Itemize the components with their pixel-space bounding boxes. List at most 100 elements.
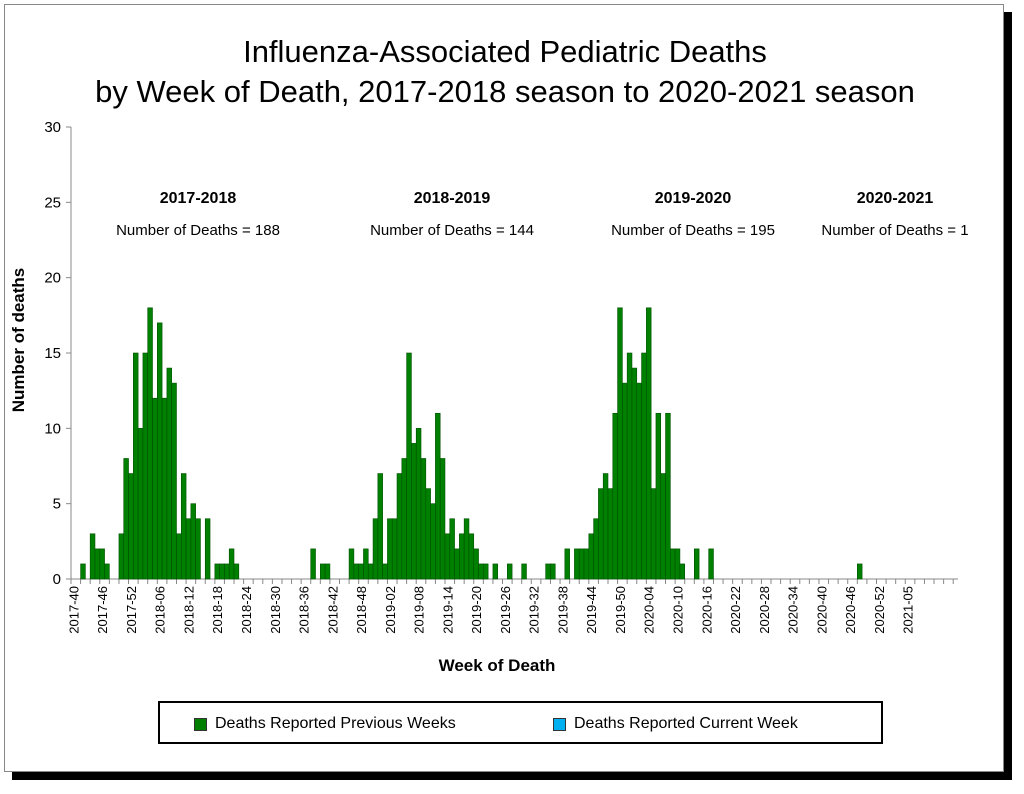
bar xyxy=(492,563,499,580)
bar xyxy=(693,548,700,580)
season-label: 2020-2021 xyxy=(857,190,934,207)
x-axis: 2017-40 2017-46 2017-52 2018-06 2018-12 2018-… xyxy=(66,578,958,634)
legend-label-previous: Deaths Reported Previous Weeks xyxy=(215,715,456,732)
bar xyxy=(602,473,609,580)
bar xyxy=(396,473,403,580)
bar xyxy=(598,488,604,580)
bar xyxy=(708,548,714,580)
x-tick-label: 2017-52 xyxy=(124,586,139,634)
y-tick-label: 15 xyxy=(44,345,61,362)
bar xyxy=(204,518,211,580)
bar xyxy=(454,548,460,580)
bar xyxy=(593,518,599,580)
x-tick-label: 2020-46 xyxy=(843,586,858,634)
bar xyxy=(387,518,393,580)
bar xyxy=(459,533,465,580)
bar xyxy=(545,563,551,580)
legend-label-current: Deaths Reported Current Week xyxy=(574,715,798,732)
season-death-count: Number of Deaths = 188 xyxy=(116,222,280,239)
bar xyxy=(171,382,177,580)
x-tick-label: 2020-28 xyxy=(757,586,772,634)
bar xyxy=(660,473,666,580)
bar xyxy=(679,563,685,580)
legend-item-current: Deaths Reported Current Week xyxy=(553,715,798,733)
title-line-1: Influenza-Associated Pediatric Deaths xyxy=(243,34,767,69)
bar xyxy=(391,518,398,580)
legend-item-previous: Deaths Reported Previous Weeks xyxy=(194,715,456,733)
bar xyxy=(564,548,570,580)
bar xyxy=(363,548,369,580)
bar xyxy=(406,352,412,580)
x-tick-label: 2020-40 xyxy=(814,586,829,634)
bar xyxy=(228,548,235,580)
bar xyxy=(137,428,144,580)
bar xyxy=(195,518,201,580)
x-tick-label: 2020-16 xyxy=(699,586,714,634)
bar xyxy=(133,352,139,580)
bar xyxy=(449,518,455,580)
x-tick-label: 2019-44 xyxy=(584,586,599,634)
bar xyxy=(214,563,220,580)
bar xyxy=(152,397,158,580)
bar xyxy=(99,548,105,580)
y-tick-label: 30 xyxy=(44,119,61,136)
bar xyxy=(483,563,489,580)
bar xyxy=(353,563,359,580)
x-tick-label: 2018-36 xyxy=(297,586,312,634)
bar xyxy=(473,548,479,580)
x-tick-label: 2020-22 xyxy=(728,586,743,634)
bar xyxy=(607,488,614,580)
bar xyxy=(641,352,647,580)
bar xyxy=(123,458,129,580)
x-tick-label: 2018-42 xyxy=(325,586,340,634)
y-axis: 0 5 10 15 20 25 30 xyxy=(44,119,72,588)
bar xyxy=(372,518,379,580)
bar xyxy=(377,473,383,580)
bar xyxy=(578,548,585,580)
bar xyxy=(468,533,475,580)
bar xyxy=(382,563,388,580)
y-tick-label: 10 xyxy=(44,420,61,437)
bar xyxy=(401,458,407,580)
bar xyxy=(147,307,153,580)
x-axis-label: Week of Death xyxy=(439,656,556,675)
x-tick-label: 2019-50 xyxy=(613,586,628,634)
y-axis-label: Number of deaths xyxy=(9,268,28,413)
x-tick-label: 2018-12 xyxy=(182,586,197,634)
bar xyxy=(185,518,192,580)
bar xyxy=(622,382,628,580)
x-tick-label: 2019-08 xyxy=(412,586,427,634)
x-tick-label: 2018-06 xyxy=(153,586,168,634)
season-label: 2017-2018 xyxy=(160,190,237,207)
legend-swatch-previous xyxy=(194,717,207,731)
bar xyxy=(650,488,657,580)
x-tick-label: 2017-46 xyxy=(95,586,110,634)
bar-chart: 0 5 10 15 20 25 30 2017-40 2017-46 2017-52 2018-0… xyxy=(9,119,969,675)
bar xyxy=(670,548,676,580)
x-tick-label: 2019-14 xyxy=(440,586,455,634)
bar xyxy=(617,307,623,580)
bar xyxy=(646,307,652,580)
bar xyxy=(583,548,590,580)
y-tick-label: 25 xyxy=(44,194,61,211)
title-line-2: by Week of Death, 2017-2018 season to 20… xyxy=(95,74,915,109)
bar xyxy=(439,458,446,580)
bar xyxy=(224,563,230,580)
bar xyxy=(521,563,527,580)
bar xyxy=(118,533,125,580)
legend-swatch-current xyxy=(553,717,566,731)
x-tick-label: 2021-05 xyxy=(901,586,916,634)
season-label: 2019-2020 xyxy=(655,190,732,207)
bar xyxy=(310,548,316,580)
bar xyxy=(674,548,681,580)
bar xyxy=(348,548,355,580)
x-tick-label: 2020-34 xyxy=(786,586,801,634)
season-death-count: Number of Deaths = 1 xyxy=(821,222,968,239)
bar xyxy=(320,563,326,580)
bar xyxy=(233,563,240,580)
x-tick-label: 2018-48 xyxy=(354,586,369,634)
x-tick-label: 2018-30 xyxy=(268,586,283,634)
bar xyxy=(219,563,225,580)
x-tick-label: 2020-52 xyxy=(872,586,887,634)
bar xyxy=(430,503,436,580)
